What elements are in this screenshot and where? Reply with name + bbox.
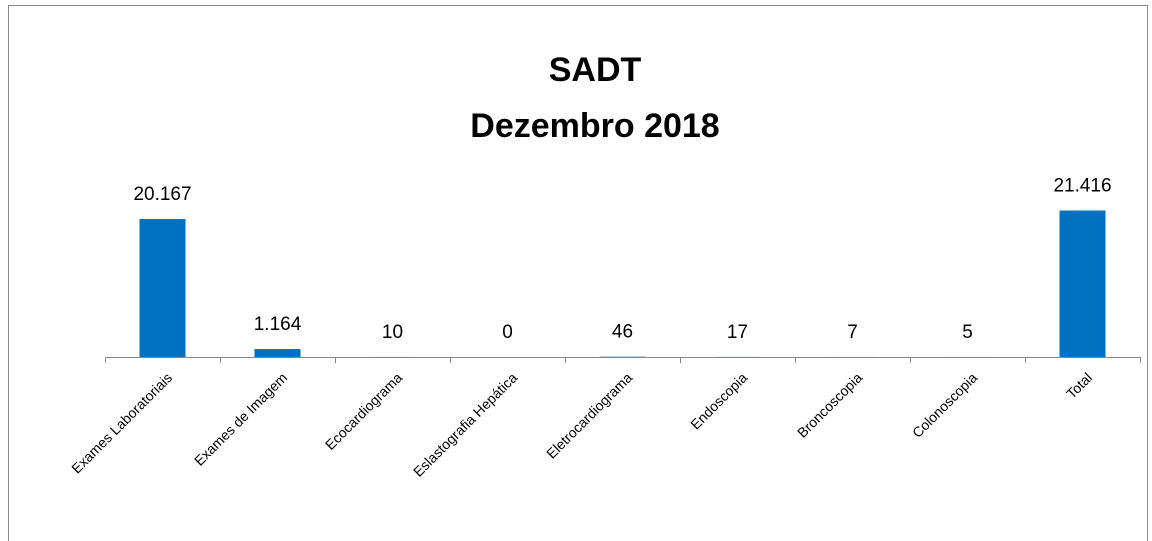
bar — [139, 219, 186, 357]
data-label: 21.416 — [1053, 176, 1111, 197]
data-label: 7 — [847, 322, 858, 343]
data-label: 5 — [962, 322, 973, 343]
data-label: 17 — [727, 322, 748, 343]
chart-subtitle: Dezembro 2018 — [470, 107, 719, 145]
bar — [1059, 210, 1106, 357]
data-label: 0 — [502, 322, 513, 343]
chart-border — [8, 5, 1148, 541]
data-label: 1.164 — [254, 314, 302, 335]
data-label: 46 — [612, 322, 633, 343]
chart-title: SADT — [549, 51, 642, 89]
data-label: 10 — [382, 322, 403, 343]
data-label: 20.167 — [133, 184, 191, 205]
bar — [254, 349, 301, 357]
